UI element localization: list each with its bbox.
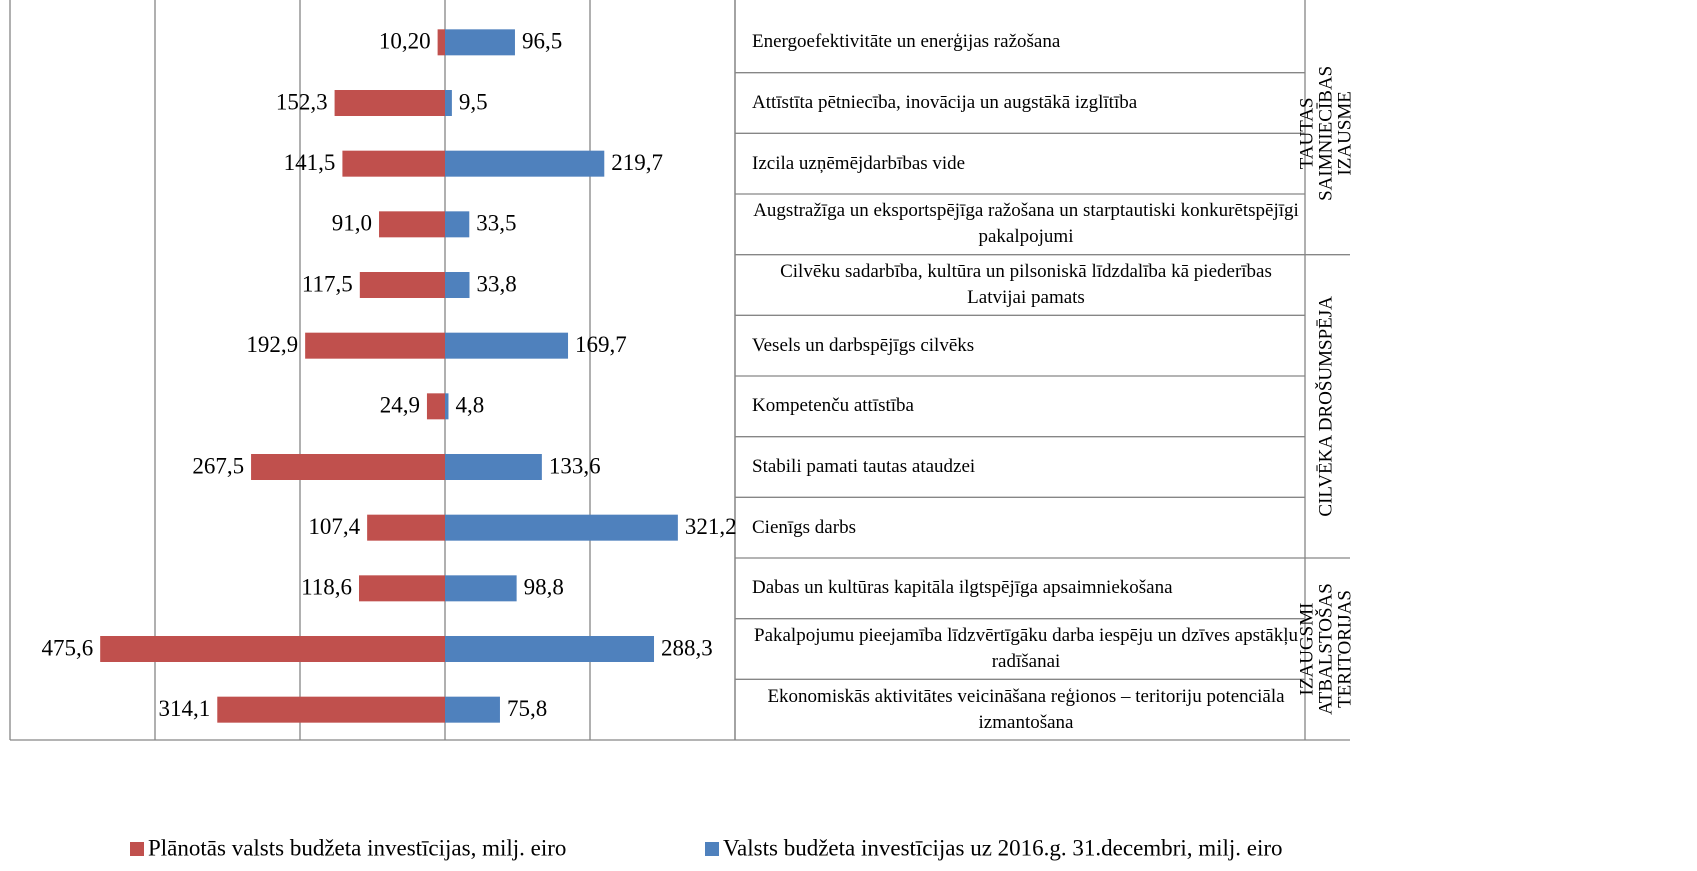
- bar: [445, 696, 500, 723]
- value-label: 288,3: [661, 635, 713, 660]
- value-label: 9,5: [459, 89, 488, 114]
- value-label: 219,7: [611, 150, 663, 175]
- legend-label: Plānotās valsts budžeta investīcijas, mi…: [148, 835, 566, 860]
- bar: [334, 90, 445, 116]
- category-text: Dabas un kultūras kapitāla ilgtspējīga a…: [752, 577, 1173, 599]
- category-text: Cienīgs darbs: [752, 516, 856, 538]
- value-label: 75,8: [507, 696, 547, 721]
- bar: [445, 150, 605, 177]
- bar: [445, 393, 449, 420]
- group-label-line: TERITORIJAS: [1335, 590, 1356, 708]
- legend-swatch: [130, 842, 144, 856]
- bar: [445, 575, 517, 602]
- bar: [437, 29, 445, 56]
- bar: [305, 332, 445, 359]
- bar: [445, 29, 515, 56]
- category-label: Izcila uzņēmējdarbības vide: [740, 133, 1300, 194]
- group-label-line: CILVĒKA DROŠUMSPĒJA: [1315, 296, 1337, 517]
- bar: [445, 514, 678, 541]
- value-label: 152,3: [276, 89, 328, 114]
- category-label: Vesels un darbspējīgs cilvēks: [740, 315, 1300, 376]
- bar: [445, 272, 470, 298]
- group-label-line: ATBALSTOŠAS: [1315, 583, 1337, 715]
- value-label: 33,8: [477, 271, 517, 296]
- bar: [217, 696, 445, 723]
- bar: [367, 514, 445, 541]
- bar: [445, 454, 542, 480]
- group-label-line: IZAUSME: [1335, 91, 1356, 175]
- group-label: TAUTASSAIMNIECĪBASIZAUSME: [1297, 66, 1356, 201]
- value-label: 267,5: [192, 453, 244, 478]
- category-label: Cienīgs darbs: [740, 497, 1300, 558]
- category-label: Augstražīga un eksportspējīga ražošana u…: [740, 194, 1300, 255]
- bar: [359, 272, 445, 298]
- group-label: CILVĒKA DROŠUMSPĒJA: [1315, 296, 1337, 517]
- category-label: Dabas un kultūras kapitāla ilgtspējīga a…: [740, 558, 1300, 619]
- legend-swatch: [705, 842, 719, 856]
- category-label: Energoefektivitāte un enerģijas ražošana: [740, 12, 1300, 73]
- value-label: 91,0: [332, 211, 372, 236]
- category-label: Stabili pamati tautas ataudzei: [740, 437, 1300, 498]
- category-text: Kompetenču attīstība: [752, 395, 914, 417]
- value-label: 314,1: [159, 696, 211, 721]
- group-label-line: TAUTAS: [1297, 97, 1318, 169]
- value-label: 475,6: [41, 635, 93, 660]
- bar: [445, 636, 655, 662]
- value-label: 141,5: [284, 150, 336, 175]
- value-label: 321,2: [685, 514, 737, 539]
- bar: [100, 636, 445, 662]
- category-text: Cilvēku sadarbība, kultūra un pilsoniskā…: [780, 260, 1272, 308]
- bar: [445, 211, 470, 238]
- category-text: Pakalpojumu pieejamība līdzvērtīgāku dar…: [754, 624, 1298, 672]
- bar: [445, 332, 569, 359]
- value-label: 96,5: [522, 29, 562, 54]
- value-label: 24,9: [380, 393, 420, 418]
- category-text: Izcila uzņēmējdarbības vide: [752, 152, 966, 174]
- category-text: Stabili pamati tautas ataudzei: [752, 455, 976, 477]
- value-label: 98,8: [524, 575, 564, 600]
- value-label: 118,6: [301, 575, 352, 600]
- group-label-line: SAIMNIECĪBAS: [1316, 66, 1337, 201]
- legend-label: Valsts budžeta investīcijas uz 2016.g. 3…: [723, 835, 1283, 860]
- value-label: 192,9: [246, 332, 298, 357]
- value-label: 33,5: [476, 211, 516, 236]
- bar: [251, 454, 445, 480]
- category-label: Ekonomiskās aktivitātes veicināšana reģi…: [740, 679, 1300, 740]
- bar: [426, 393, 445, 420]
- value-label: 117,5: [302, 271, 353, 296]
- category-text: Vesels un darbspējīgs cilvēks: [752, 334, 975, 356]
- bar: [379, 211, 445, 238]
- group-label: IZAUGSMIATBALSTOŠASTERITORIJAS: [1297, 583, 1356, 715]
- category-label: Cilvēku sadarbība, kultūra un pilsoniskā…: [740, 255, 1300, 316]
- group-label-line: IZAUGSMI: [1297, 603, 1318, 696]
- bar: [445, 90, 452, 116]
- category-text: Augstražīga un eksportspējīga ražošana u…: [753, 200, 1299, 248]
- value-label: 10,20: [379, 29, 431, 54]
- category-label: Attīstīta pētniecība, inovācija un augst…: [740, 73, 1300, 134]
- value-label: 107,4: [308, 514, 360, 539]
- bar: [359, 575, 445, 602]
- bar: [342, 150, 445, 177]
- category-text: Energoefektivitāte un enerģijas ražošana: [752, 31, 1061, 53]
- value-label: 4,8: [455, 393, 484, 418]
- category-label: Kompetenču attīstība: [740, 376, 1300, 437]
- value-label: 133,6: [549, 453, 601, 478]
- category-text: Attīstīta pētniecība, inovācija un augst…: [752, 91, 1138, 113]
- category-text: Ekonomiskās aktivitātes veicināšana reģi…: [767, 685, 1285, 733]
- category-label: Pakalpojumu pieejamība līdzvērtīgāku dar…: [740, 619, 1300, 680]
- value-label: 169,7: [575, 332, 627, 357]
